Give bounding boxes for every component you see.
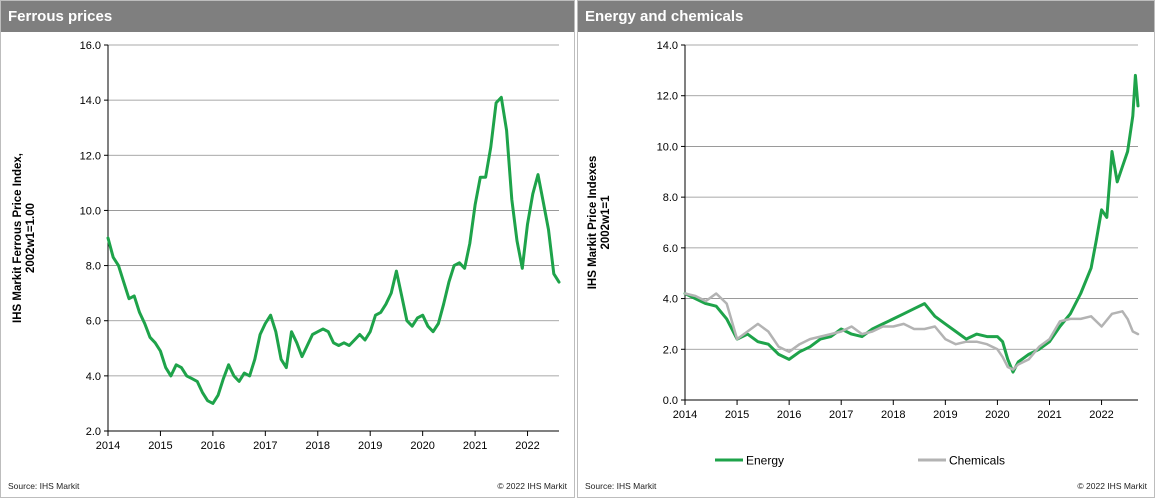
energy-y-tick-label: 2.0 bbox=[663, 344, 678, 356]
ferrous-y-tick-label: 4.0 bbox=[86, 371, 101, 383]
ferrous-x-tick-label: 2020 bbox=[410, 440, 434, 452]
energy-y-tick-label: 12.0 bbox=[657, 91, 678, 103]
energy-chemicals-panel: Energy and chemicals 0.0 2.0 4.0 6.0 8.0 10.0… bbox=[577, 0, 1155, 498]
energy-y-tick-label: 4.0 bbox=[663, 294, 678, 306]
ferrous-prices-panel: Ferrous prices 2.0 4.0 6.0 8.0 10.0 12.0 14.0 1… bbox=[0, 0, 575, 498]
ferrous-y-tick-label: 16.0 bbox=[80, 40, 101, 52]
energy-x-tick-label: 2022 bbox=[1089, 409, 1113, 421]
energy-copyright: © 2022 IHS Markit bbox=[1077, 481, 1147, 491]
energy-series-line bbox=[683, 73, 1140, 374]
energy-y-tick-label: 6.0 bbox=[663, 243, 678, 255]
ferrous-x-tick-label: 2019 bbox=[358, 440, 382, 452]
ferrous-x-tick-label: 2018 bbox=[306, 440, 330, 452]
legend-chemicals-label: Chemicals bbox=[949, 454, 1005, 468]
energy-chemicals-chart: 0.0 2.0 4.0 6.0 8.0 10.0 12.0 14.0 2014 2015 2016 2… bbox=[587, 40, 1140, 468]
energy-x-tick-label: 2019 bbox=[933, 409, 957, 421]
energy-x-tick-label: 2014 bbox=[673, 409, 697, 421]
energy-x-tick-label: 2017 bbox=[829, 409, 853, 421]
ferrous-x-tick-label: 2022 bbox=[515, 440, 539, 452]
ferrous-x-tick-label: 2021 bbox=[463, 440, 487, 452]
ferrous-x-tick-label: 2017 bbox=[253, 440, 277, 452]
energy-x-tick-label: 2021 bbox=[1037, 409, 1061, 421]
chemicals-series-line bbox=[683, 292, 1140, 371]
ferrous-x-tick-label: 2016 bbox=[201, 440, 225, 452]
energy-y-tick-label: 10.0 bbox=[657, 141, 678, 153]
energy-x-tick-label: 2015 bbox=[725, 409, 749, 421]
legend-energy-label: Energy bbox=[746, 454, 784, 468]
energy-x-tick-label: 2020 bbox=[985, 409, 1009, 421]
energy-y-axis-label: IHS Markit Price Indexes bbox=[587, 156, 599, 290]
energy-y-axis-label: 2002w1=1 bbox=[600, 195, 612, 250]
ferrous-series-line bbox=[106, 95, 561, 405]
energy-source: Source: IHS Markit bbox=[585, 481, 657, 491]
ferrous-panel-header: Ferrous prices bbox=[1, 1, 574, 32]
ferrous-x-tick-label: 2015 bbox=[148, 440, 172, 452]
energy-x-tick-label: 2016 bbox=[777, 409, 801, 421]
ferrous-y-axis-label: IHS Markit Ferrous Price Index, bbox=[12, 153, 24, 323]
ferrous-y-tick-label: 10.0 bbox=[80, 205, 101, 217]
ferrous-source: Source: IHS Markit bbox=[8, 481, 80, 491]
ferrous-y-tick-label: 6.0 bbox=[86, 316, 101, 328]
energy-y-tick-label: 0.0 bbox=[663, 395, 678, 407]
ferrous-y-tick-label: 8.0 bbox=[86, 261, 101, 273]
energy-x-tick-label: 2018 bbox=[881, 409, 905, 421]
energy-y-tick-label: 14.0 bbox=[657, 40, 678, 52]
ferrous-x-tick-label: 2014 bbox=[96, 440, 120, 452]
ferrous-y-tick-label: 2.0 bbox=[86, 426, 101, 438]
ferrous-y-axis-label: 2002w1=1.00 bbox=[25, 203, 37, 273]
energy-y-tick-label: 8.0 bbox=[663, 192, 678, 204]
ferrous-copyright: © 2022 IHS Markit bbox=[497, 481, 567, 491]
energy-panel-header: Energy and chemicals bbox=[578, 1, 1154, 32]
ferrous-y-tick-label: 12.0 bbox=[80, 150, 101, 162]
ferrous-y-tick-label: 14.0 bbox=[80, 95, 101, 107]
ferrous-chart: 2.0 4.0 6.0 8.0 10.0 12.0 14.0 16.0 2014 2015 2016… bbox=[12, 40, 561, 452]
